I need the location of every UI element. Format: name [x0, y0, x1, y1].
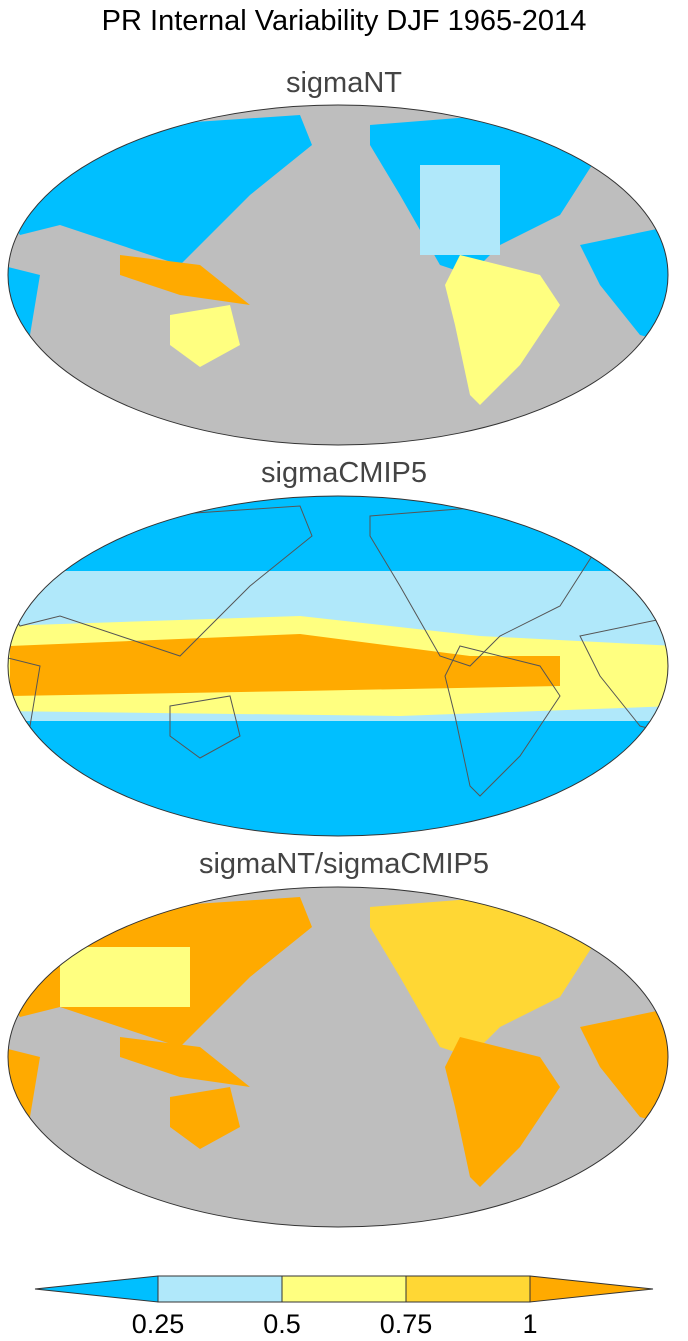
colorbar: 0.25 0.5 0.75 1: [34, 1275, 654, 1339]
colorbar-tick-label: 0.25: [132, 1309, 185, 1339]
map: [7, 886, 669, 1228]
colorbar-tick-label: 1: [522, 1309, 537, 1339]
panel-title: sigmaNT/sigmaCMIP5: [199, 848, 489, 880]
colorbar-tick-label: 0.75: [380, 1309, 433, 1339]
map: [7, 495, 669, 837]
colorbar-segment: [405, 1275, 531, 1303]
panel-title: sigmaNT: [286, 67, 402, 99]
figure-title: PR Internal Variability DJF 1965-2014: [102, 5, 587, 37]
map: [7, 104, 669, 446]
colorbar-segment: [529, 1275, 654, 1303]
colorbar-segment: [281, 1275, 407, 1303]
colorbar-segment: [157, 1275, 283, 1303]
colorbar-tick-label: 0.5: [263, 1309, 301, 1339]
colorbar-segment: [34, 1275, 159, 1303]
panel-title: sigmaCMIP5: [261, 457, 427, 489]
